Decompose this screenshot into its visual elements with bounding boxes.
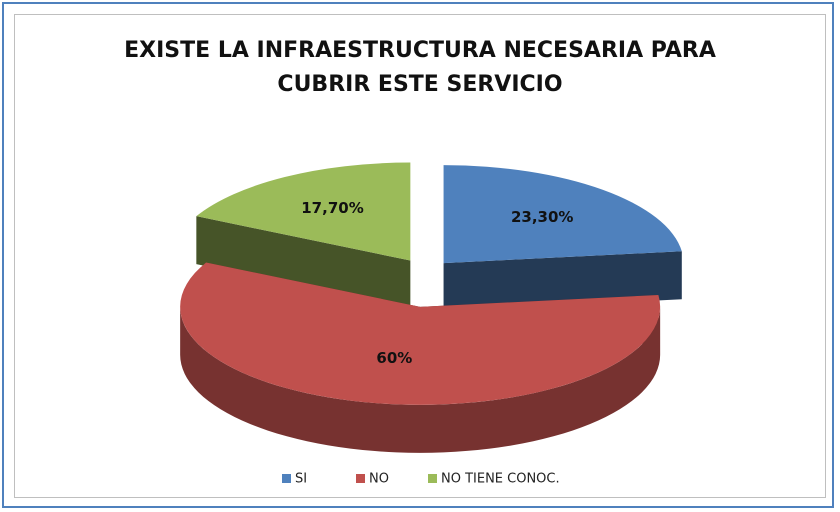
legend-label: NO TIENE CONOC. [441,472,560,487]
data-label: 17,70% [301,199,363,217]
legend-swatch [356,474,365,483]
slice-top [180,262,661,405]
pie-slice [196,162,411,309]
data-label: 23,30% [511,208,573,226]
legend-swatch [428,474,437,483]
legend-swatch [282,474,291,483]
pie-slice [180,262,661,453]
legend-label: NO [369,472,389,487]
chart-area [14,14,826,498]
pie-slice [443,165,682,312]
slice-side-wall [443,251,682,312]
slice-top [443,165,682,264]
chart-frame [2,2,834,508]
slice-side-wall [196,216,411,309]
legend-label: SI [295,472,307,487]
slice-top [196,162,411,261]
chart-title: EXISTE LA INFRAESTRUCTURA NECESARIA PARA… [124,38,716,97]
slice-outer-wall [180,306,661,453]
data-label: 60% [376,349,412,367]
